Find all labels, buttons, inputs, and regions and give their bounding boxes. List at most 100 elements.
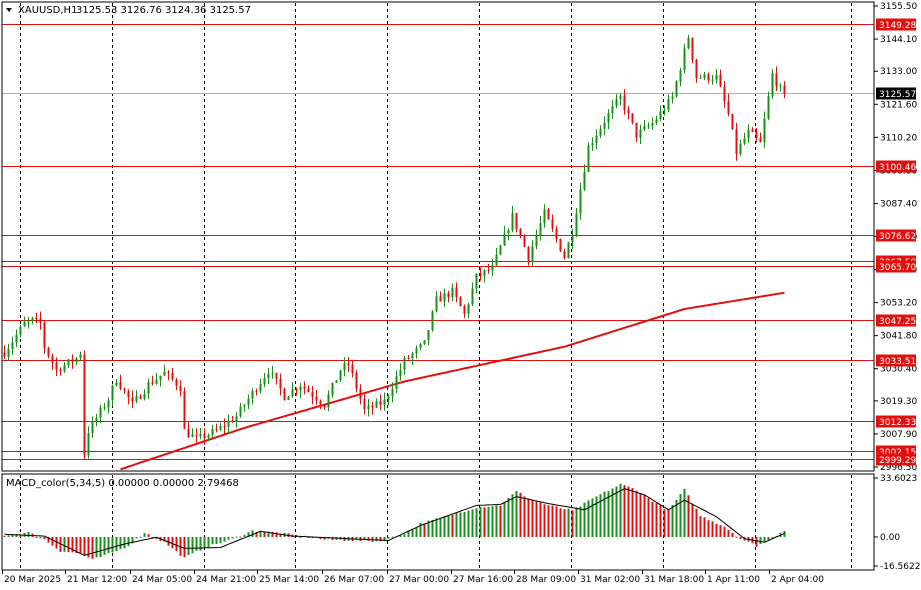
candle-body[interactable] bbox=[99, 407, 102, 418]
candle-body[interactable] bbox=[135, 396, 138, 402]
candle-body[interactable] bbox=[715, 74, 718, 80]
candle-body[interactable] bbox=[723, 86, 726, 102]
candle-body[interactable] bbox=[235, 416, 238, 422]
candle-body[interactable] bbox=[763, 118, 766, 143]
candle-body[interactable] bbox=[255, 390, 258, 392]
candle-body[interactable] bbox=[399, 369, 402, 377]
candle-body[interactable] bbox=[279, 378, 282, 389]
candle-body[interactable] bbox=[567, 242, 570, 259]
candle-body[interactable] bbox=[667, 98, 670, 110]
candle-body[interactable] bbox=[131, 397, 134, 402]
candle-body[interactable] bbox=[247, 398, 250, 406]
candle-body[interactable] bbox=[391, 388, 394, 397]
candle-body[interactable] bbox=[27, 320, 30, 322]
candle-body[interactable] bbox=[143, 393, 146, 399]
candle-body[interactable] bbox=[195, 434, 198, 437]
candle-body[interactable] bbox=[731, 114, 734, 130]
candle-body[interactable] bbox=[499, 245, 502, 255]
candle-body[interactable] bbox=[779, 85, 782, 87]
candle-body[interactable] bbox=[679, 70, 682, 82]
candle-body[interactable] bbox=[407, 357, 410, 359]
candle-body[interactable] bbox=[619, 95, 622, 100]
candle-body[interactable] bbox=[775, 73, 778, 87]
candle-body[interactable] bbox=[519, 228, 522, 236]
candle-body[interactable] bbox=[43, 322, 46, 348]
candle-body[interactable] bbox=[531, 246, 534, 261]
candle-body[interactable] bbox=[511, 212, 514, 231]
candle-body[interactable] bbox=[547, 209, 550, 220]
candle-body[interactable] bbox=[447, 293, 450, 297]
candle-body[interactable] bbox=[95, 417, 98, 422]
candle-body[interactable] bbox=[335, 380, 338, 383]
candle-body[interactable] bbox=[439, 296, 442, 302]
candle-body[interactable] bbox=[15, 334, 18, 343]
candle-body[interactable] bbox=[147, 382, 150, 394]
candle-body[interactable] bbox=[631, 113, 634, 123]
candle-body[interactable] bbox=[35, 317, 38, 319]
candle-body[interactable] bbox=[699, 77, 702, 79]
candle-body[interactable] bbox=[299, 386, 302, 391]
candle-body[interactable] bbox=[451, 287, 454, 297]
candle-body[interactable] bbox=[747, 129, 750, 139]
candle-body[interactable] bbox=[215, 429, 218, 431]
candle-body[interactable] bbox=[603, 122, 606, 129]
candle-body[interactable] bbox=[595, 135, 598, 143]
candle-body[interactable] bbox=[651, 123, 654, 126]
candle-body[interactable] bbox=[211, 429, 214, 436]
candle-body[interactable] bbox=[591, 142, 594, 146]
candle-body[interactable] bbox=[455, 287, 458, 297]
candle-body[interactable] bbox=[79, 354, 82, 359]
candle-body[interactable] bbox=[659, 111, 662, 120]
candle-body[interactable] bbox=[467, 304, 470, 314]
candle-body[interactable] bbox=[635, 122, 638, 138]
candle-body[interactable] bbox=[67, 359, 70, 366]
candle-body[interactable] bbox=[175, 379, 178, 387]
collapse-arrow-icon[interactable] bbox=[6, 8, 12, 12]
candle-body[interactable] bbox=[339, 370, 342, 381]
candle-body[interactable] bbox=[611, 106, 614, 114]
candle-body[interactable] bbox=[487, 270, 490, 272]
candle-body[interactable] bbox=[263, 377, 266, 385]
candle-body[interactable] bbox=[395, 376, 398, 389]
candle-body[interactable] bbox=[123, 388, 126, 391]
candle-body[interactable] bbox=[63, 365, 66, 372]
candle-body[interactable] bbox=[691, 37, 694, 60]
candle-body[interactable] bbox=[295, 389, 298, 391]
candle-body[interactable] bbox=[503, 233, 506, 246]
candle-body[interactable] bbox=[387, 396, 390, 400]
candle-body[interactable] bbox=[535, 234, 538, 247]
candle-body[interactable] bbox=[199, 433, 202, 437]
candle-body[interactable] bbox=[379, 401, 382, 405]
candle-body[interactable] bbox=[607, 113, 610, 123]
candle-body[interactable] bbox=[575, 213, 578, 236]
candle-body[interactable] bbox=[735, 129, 738, 155]
candle-body[interactable] bbox=[411, 353, 414, 359]
candle-body[interactable] bbox=[183, 391, 186, 429]
candle-body[interactable] bbox=[423, 340, 426, 344]
moving-average-line[interactable] bbox=[120, 291, 785, 471]
candle-body[interactable] bbox=[231, 420, 234, 422]
candle-body[interactable] bbox=[551, 219, 554, 229]
candle-body[interactable] bbox=[259, 384, 262, 392]
candle-body[interactable] bbox=[239, 406, 242, 417]
candle-body[interactable] bbox=[11, 342, 14, 350]
candle-body[interactable] bbox=[727, 101, 730, 115]
candle-body[interactable] bbox=[151, 382, 154, 384]
candle-body[interactable] bbox=[59, 369, 62, 372]
candle-body[interactable] bbox=[711, 79, 714, 81]
candle-body[interactable] bbox=[623, 95, 626, 110]
candle-body[interactable] bbox=[291, 389, 294, 397]
candle-body[interactable] bbox=[563, 251, 566, 259]
candle-body[interactable] bbox=[655, 119, 658, 124]
candle-body[interactable] bbox=[527, 246, 530, 261]
candle-body[interactable] bbox=[303, 386, 306, 389]
candle-body[interactable] bbox=[31, 317, 34, 321]
candle-body[interactable] bbox=[307, 388, 310, 393]
candle-body[interactable] bbox=[107, 400, 110, 408]
candle-body[interactable] bbox=[463, 306, 466, 314]
candle-body[interactable] bbox=[507, 230, 510, 234]
candle-body[interactable] bbox=[743, 138, 746, 144]
candle-body[interactable] bbox=[311, 392, 314, 397]
candle-body[interactable] bbox=[3, 352, 6, 357]
candle-body[interactable] bbox=[103, 407, 106, 409]
